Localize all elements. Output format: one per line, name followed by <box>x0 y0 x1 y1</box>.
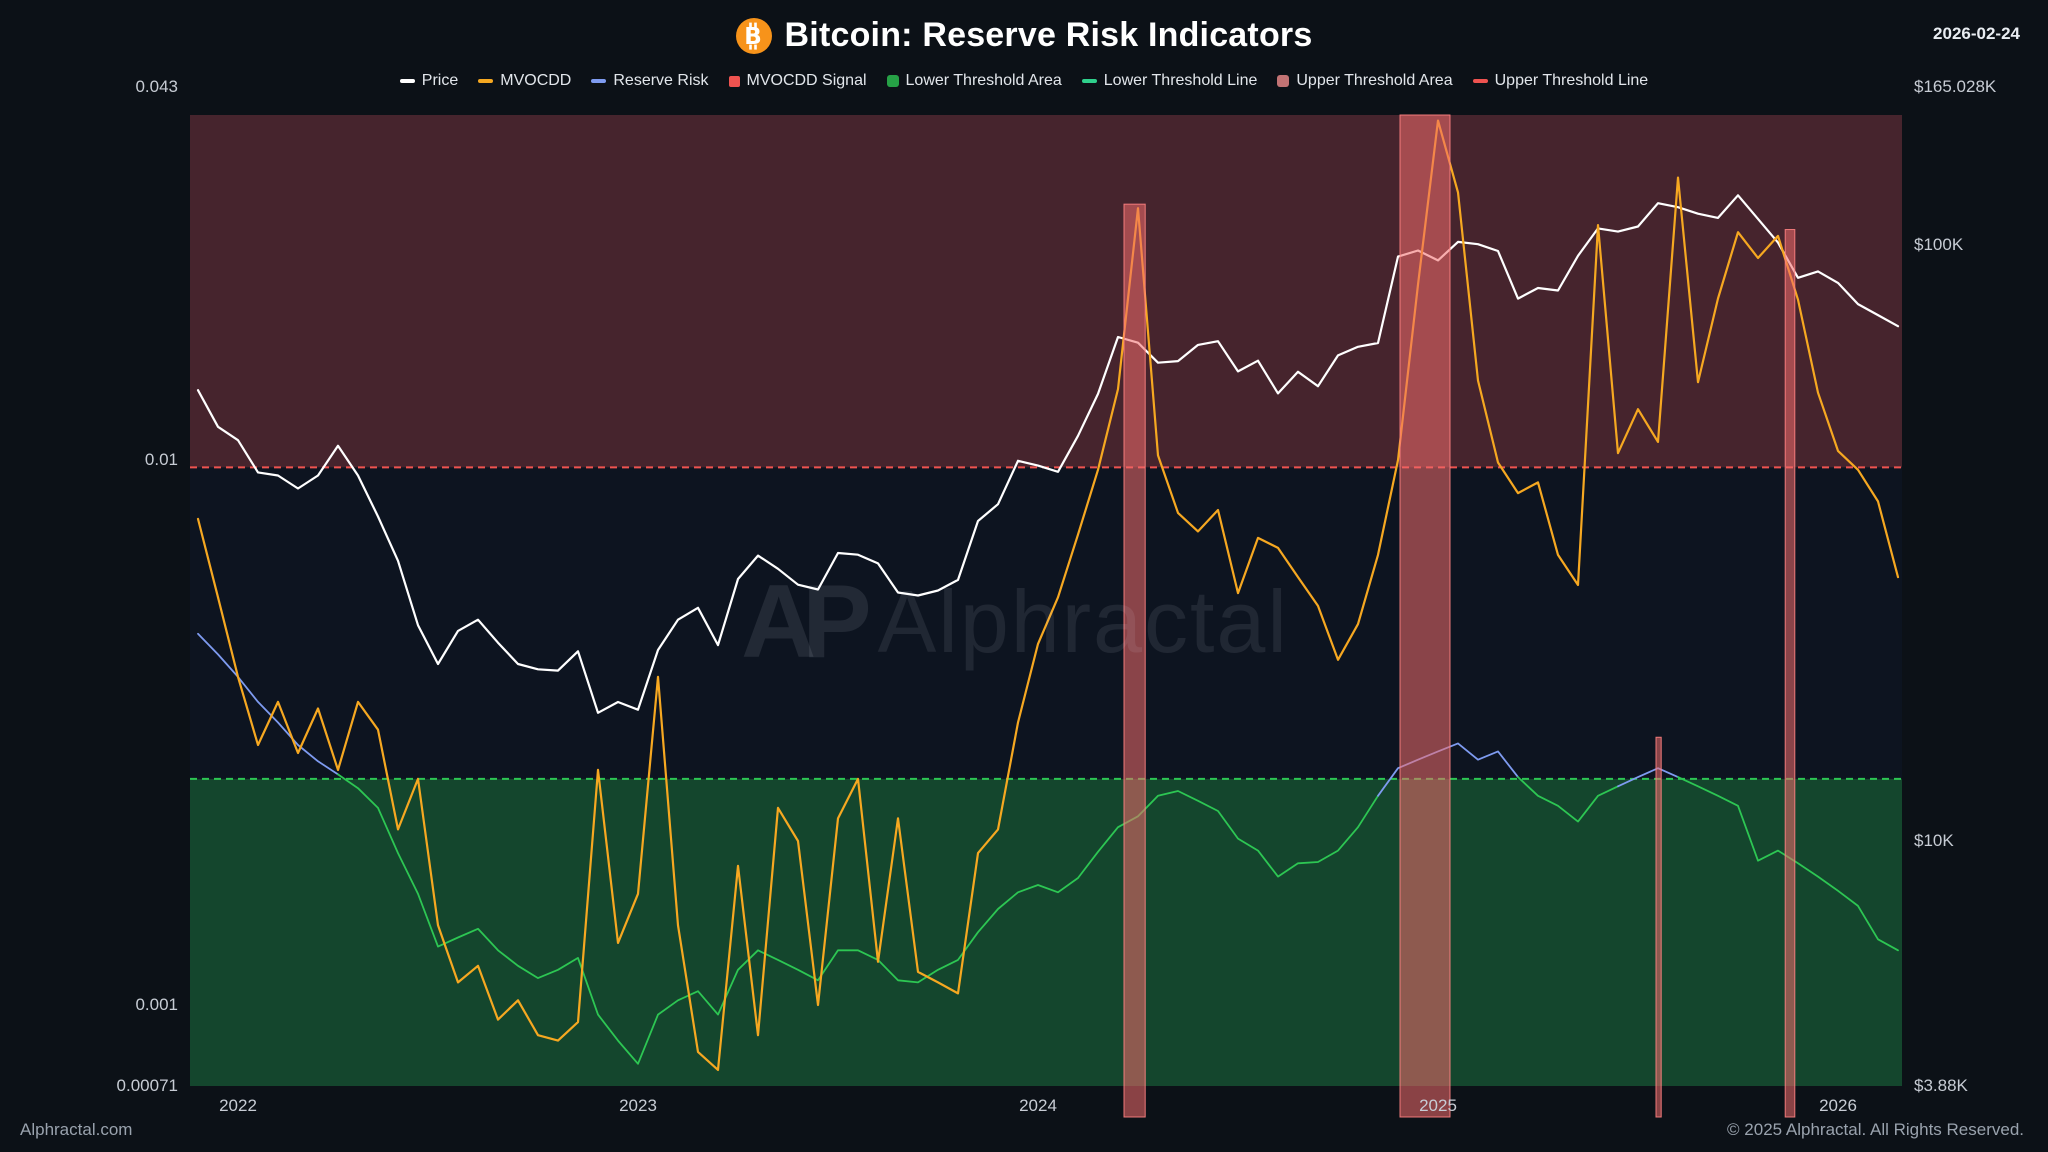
upper-threshold-area <box>190 115 1902 468</box>
legend-item-upper-threshold-area[interactable]: Upper Threshold Area <box>1277 72 1453 90</box>
right-axis-tick: $100K <box>1914 234 1964 254</box>
right-axis-tick: $10K <box>1914 830 1954 850</box>
page-title: Bitcoin: Reserve Risk Indicators <box>784 16 1313 54</box>
legend-item-mvocdd-signal[interactable]: MVOCDD Signal <box>728 72 867 90</box>
legend-label: Upper Threshold Line <box>1494 72 1649 89</box>
plot-background <box>190 115 1902 1086</box>
legend-label: MVOCDD Signal <box>746 72 867 89</box>
x-axis-tick: 2023 <box>619 1096 657 1115</box>
reserve-risk-line <box>337 773 1379 1065</box>
mvocdd-signal-band <box>1399 114 1451 1118</box>
left-axis-tick: 0.00071 <box>116 1076 178 1095</box>
legend-marker-icon <box>591 79 607 83</box>
legend-label: MVOCDD <box>500 72 572 89</box>
x-axis-tick: 2026 <box>1819 1096 1857 1115</box>
legend-marker-icon <box>728 75 740 87</box>
footer-copyright: © 2025 Alphractal. All Rights Reserved. <box>1727 1120 2024 1139</box>
right-axis-tick: $165.028K <box>1914 77 1997 96</box>
reserve-risk-line <box>1517 776 1619 823</box>
chart-date: 2026-02-24 <box>1933 24 2020 43</box>
mvocdd-signal-band <box>1655 736 1662 1118</box>
right-axis-tick: $3.88K <box>1914 1076 1968 1095</box>
legend-label: Lower Threshold Area <box>905 72 1062 89</box>
legend-label: Lower Threshold Line <box>1103 72 1258 89</box>
chart-legend: Price MVOCDD Reserve Risk MVOCDD Signal Lowe… <box>0 72 2048 90</box>
legend-marker-icon <box>478 79 494 83</box>
mvocdd-signal-band <box>1123 203 1146 1118</box>
price-line <box>196 194 1900 714</box>
x-axis-tick: 2022 <box>219 1096 257 1115</box>
legend-item-lower-threshold-line[interactable]: Lower Threshold Line <box>1081 72 1258 90</box>
page-header: B Bitcoin: Reserve Risk Indicators <box>0 16 2048 55</box>
mvocdd-signal-band <box>1784 229 1796 1118</box>
reserve-risk-line <box>197 632 339 776</box>
svg-text:B: B <box>744 24 762 50</box>
mvocdd-line <box>196 119 1900 1072</box>
footer-site-link[interactable]: Alphractal.com <box>20 1120 133 1139</box>
legend-marker-icon <box>1472 79 1488 83</box>
bitcoin-icon: B <box>735 17 772 54</box>
left-axis-tick: 0.001 <box>135 994 178 1014</box>
legend-item-lower-threshold-area[interactable]: Lower Threshold Area <box>886 72 1062 90</box>
lower-threshold-area <box>190 778 1902 1086</box>
legend-marker-icon <box>886 75 899 87</box>
reserve-risk-line <box>1617 767 1679 788</box>
legend-marker-icon <box>399 79 415 83</box>
legend-label: Upper Threshold Area <box>1296 72 1453 89</box>
x-axis-tick: 2025 <box>1419 1096 1457 1115</box>
legend-label: Reserve Risk <box>613 72 709 89</box>
x-axis-tick: 2024 <box>1019 1096 1057 1115</box>
legend-item-reserve-risk[interactable]: Reserve Risk <box>591 72 709 90</box>
left-axis-tick: 0.043 <box>135 77 178 96</box>
legend-marker-icon <box>1277 75 1290 87</box>
legend-item-upper-threshold-line[interactable]: Upper Threshold Line <box>1472 72 1649 90</box>
left-axis-tick: 0.01 <box>144 450 178 470</box>
legend-marker-icon <box>1081 79 1097 83</box>
legend-item-price[interactable]: Price <box>399 72 459 90</box>
legend-item-mvocdd[interactable]: MVOCDD <box>478 72 571 90</box>
legend-label: Price <box>421 72 459 89</box>
